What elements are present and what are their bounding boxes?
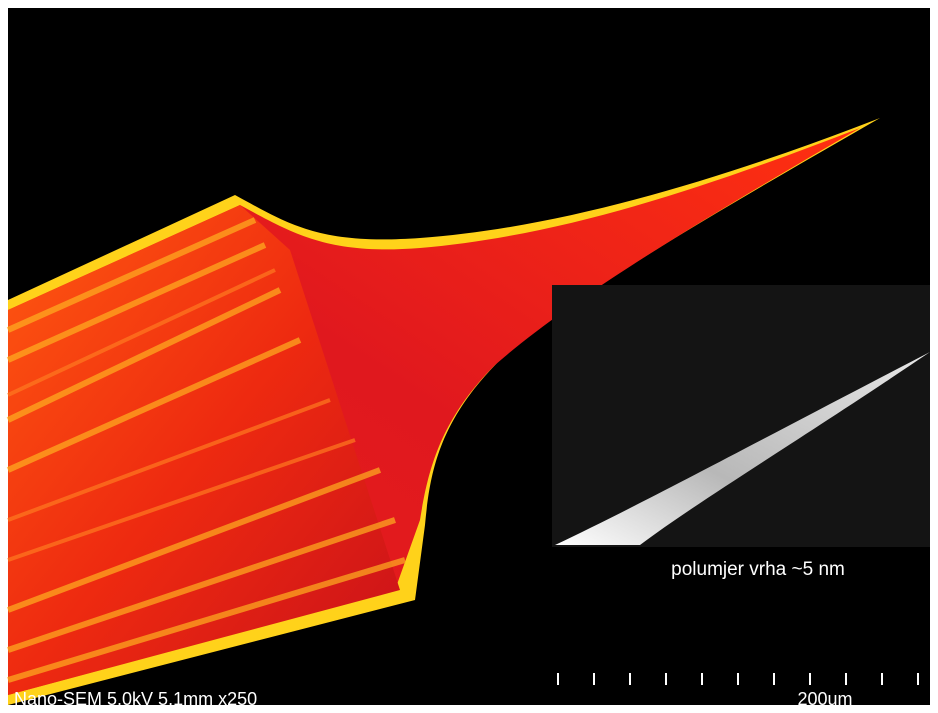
inset — [552, 285, 930, 547]
scale-label: 200um — [797, 689, 852, 709]
instrument-info: Nano-SEM 5.0kV 5.1mm x250 — [14, 689, 257, 709]
caption: polumjer vrha ~5 nm — [671, 559, 845, 580]
scale-ticks — [557, 673, 919, 685]
probe — [6, 118, 880, 705]
